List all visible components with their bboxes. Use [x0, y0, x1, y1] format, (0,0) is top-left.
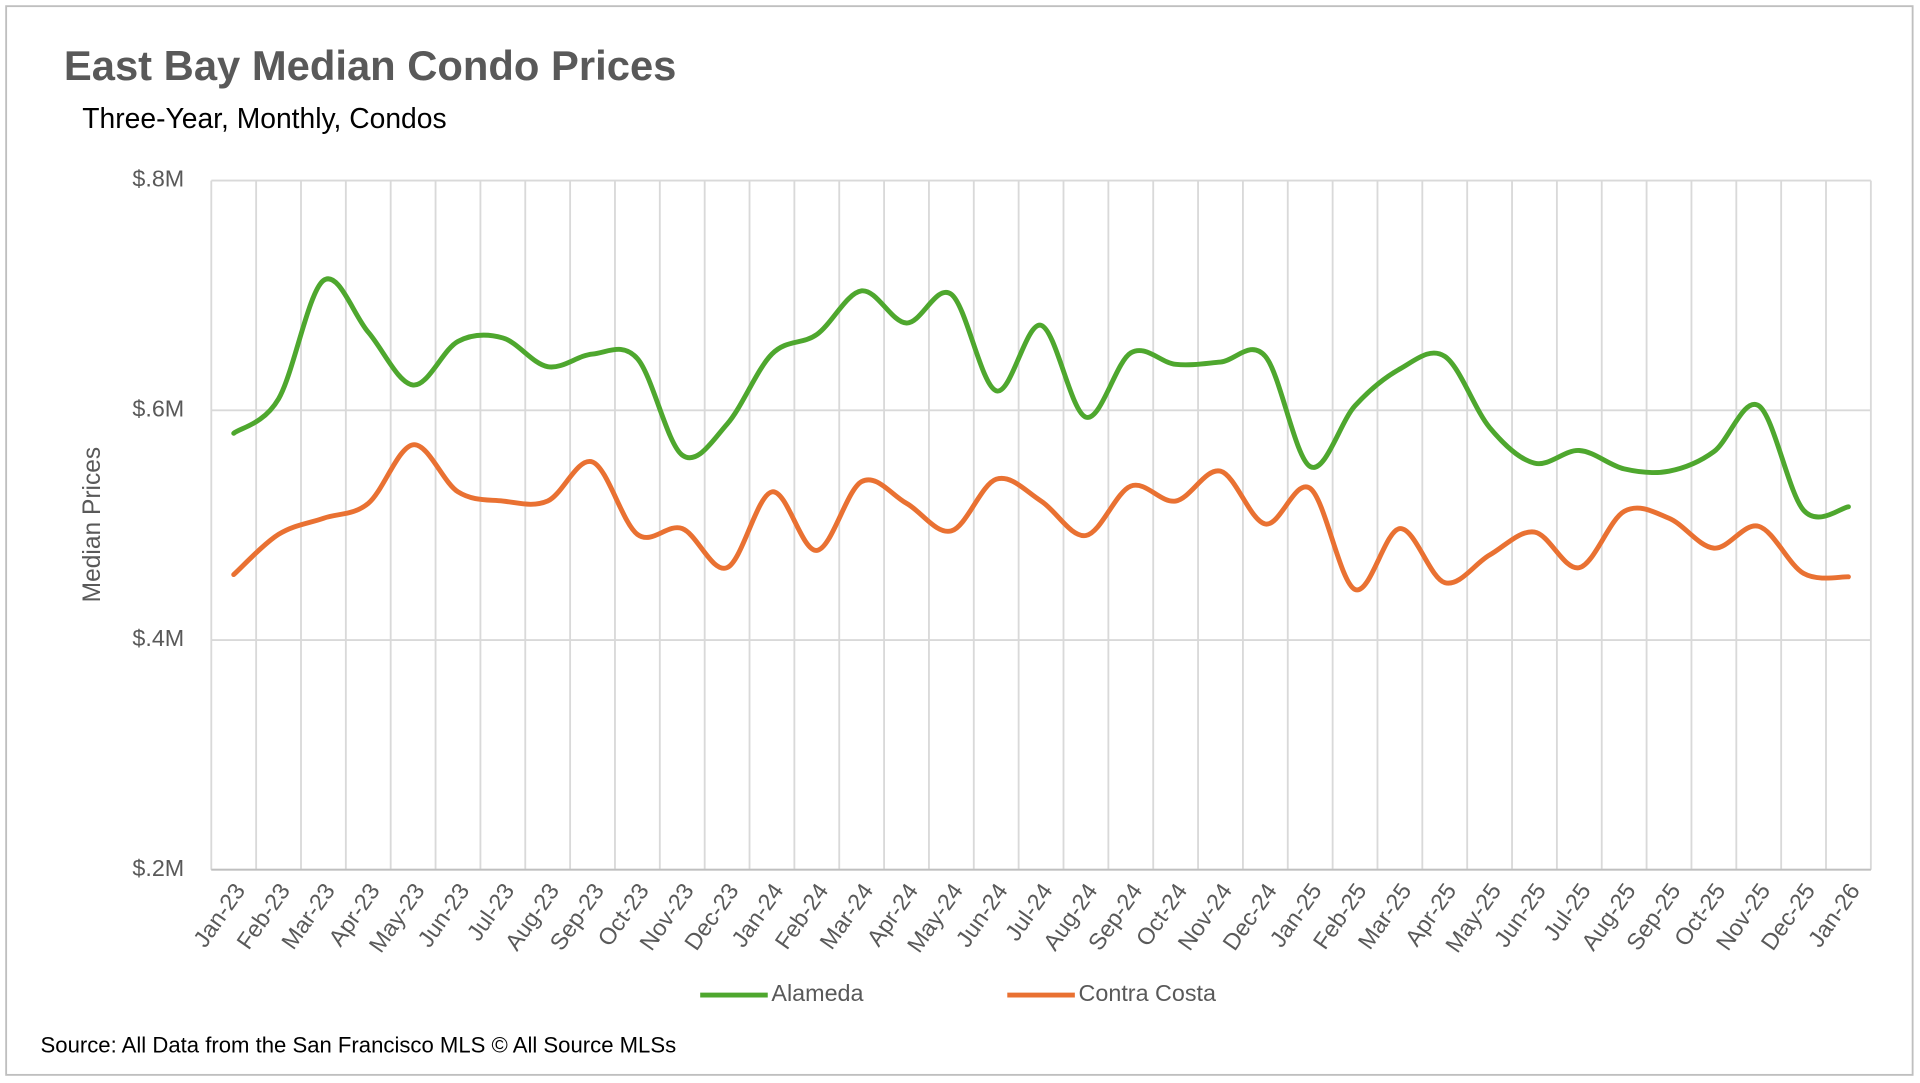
legend-label: Alameda	[771, 980, 863, 1006]
y-tick-label: $.6M	[132, 395, 184, 421]
source-note: Source: All Data from the San Francisco …	[41, 1032, 677, 1057]
series-line	[231, 442, 1851, 592]
chart-subtitle: Three-Year, Monthly, Condos	[82, 102, 446, 134]
legend-label: Contra Costa	[1079, 980, 1216, 1006]
chart-title: East Bay Median Condo Prices	[64, 42, 677, 89]
y-axis-title: Median Prices	[79, 447, 106, 603]
frame	[5, 5, 1914, 1076]
series-line	[231, 276, 1851, 520]
y-tick-label: $.8M	[132, 166, 184, 192]
y-tick-label: $.4M	[132, 625, 184, 651]
y-tick-label: $.2M	[132, 855, 184, 881]
